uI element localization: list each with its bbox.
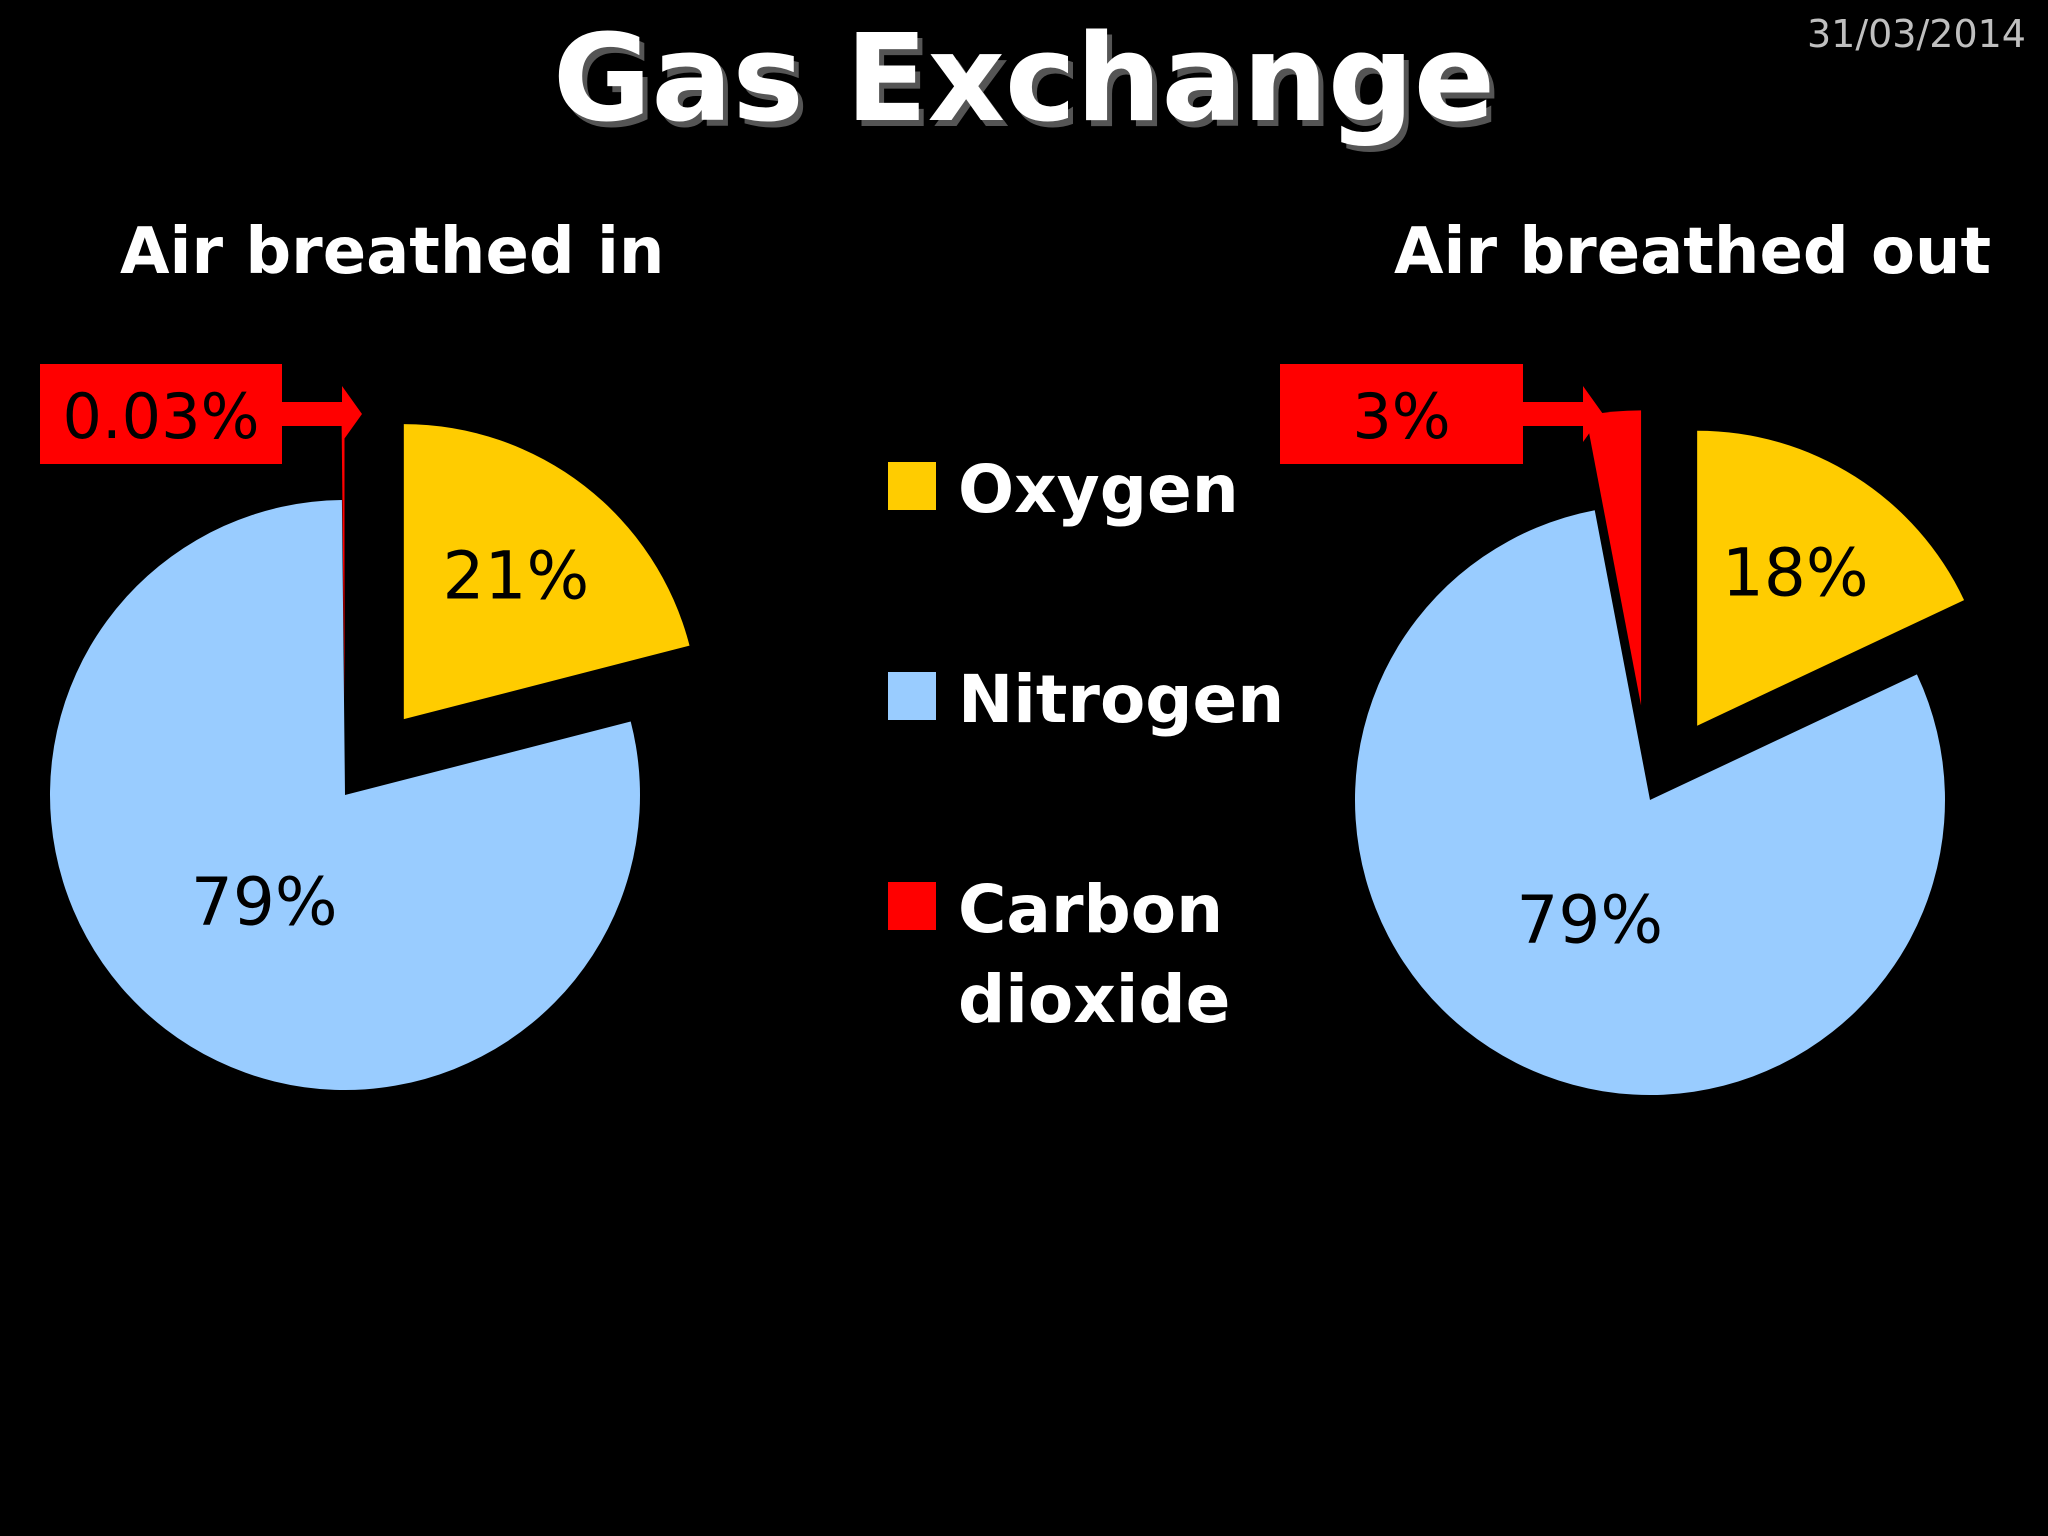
chart-title-air-in: Air breathed in xyxy=(120,215,665,289)
legend-swatch-nitrogen xyxy=(888,672,936,720)
slice-label-nitrogen: 79% xyxy=(1516,881,1663,958)
legend-swatch-carbon-dioxide xyxy=(888,882,936,930)
pie-slice-oxygen xyxy=(403,424,690,720)
slice-label-oxygen: 21% xyxy=(443,538,590,615)
legend-label-oxygen: Oxygen xyxy=(958,451,1239,528)
callout-box xyxy=(1280,364,1523,464)
callout-box xyxy=(40,364,282,464)
legend-swatch-oxygen xyxy=(888,462,936,510)
legend: Oxygen Nitrogen Carbon dioxide xyxy=(888,451,1284,1038)
pie-slice-carbon-dioxide xyxy=(1585,410,1642,706)
pie-chart-air-out: 18% 79% 3% xyxy=(1280,364,1965,1096)
pie-slice-nitrogen xyxy=(49,500,640,1091)
callout-arrow-icon xyxy=(282,386,362,442)
slide-date: 31/03/2014 xyxy=(1806,12,2026,56)
legend-label-carbon-dioxide: Carbon xyxy=(958,871,1223,948)
legend-label-carbon-dioxide-line2: dioxide xyxy=(958,961,1230,1038)
pie-slice-nitrogen xyxy=(1354,510,1945,1096)
legend-label-nitrogen: Nitrogen xyxy=(958,661,1284,738)
pie-chart-air-in: 21% 79% 0.03% xyxy=(40,364,690,1091)
pie-slice-carbon-dioxide xyxy=(341,405,345,701)
chart-title-air-out: Air breathed out xyxy=(1394,215,1992,289)
callout-label-carbon-dioxide: 0.03% xyxy=(63,380,260,453)
callout-label-carbon-dioxide: 3% xyxy=(1352,380,1450,453)
pie-slice-oxygen xyxy=(1697,430,1965,726)
slice-label-oxygen: 18% xyxy=(1722,534,1869,611)
callout-arrow-icon xyxy=(1523,386,1603,442)
slice-label-nitrogen: 79% xyxy=(191,863,338,940)
page-title: Gas Exchange xyxy=(552,10,1496,149)
